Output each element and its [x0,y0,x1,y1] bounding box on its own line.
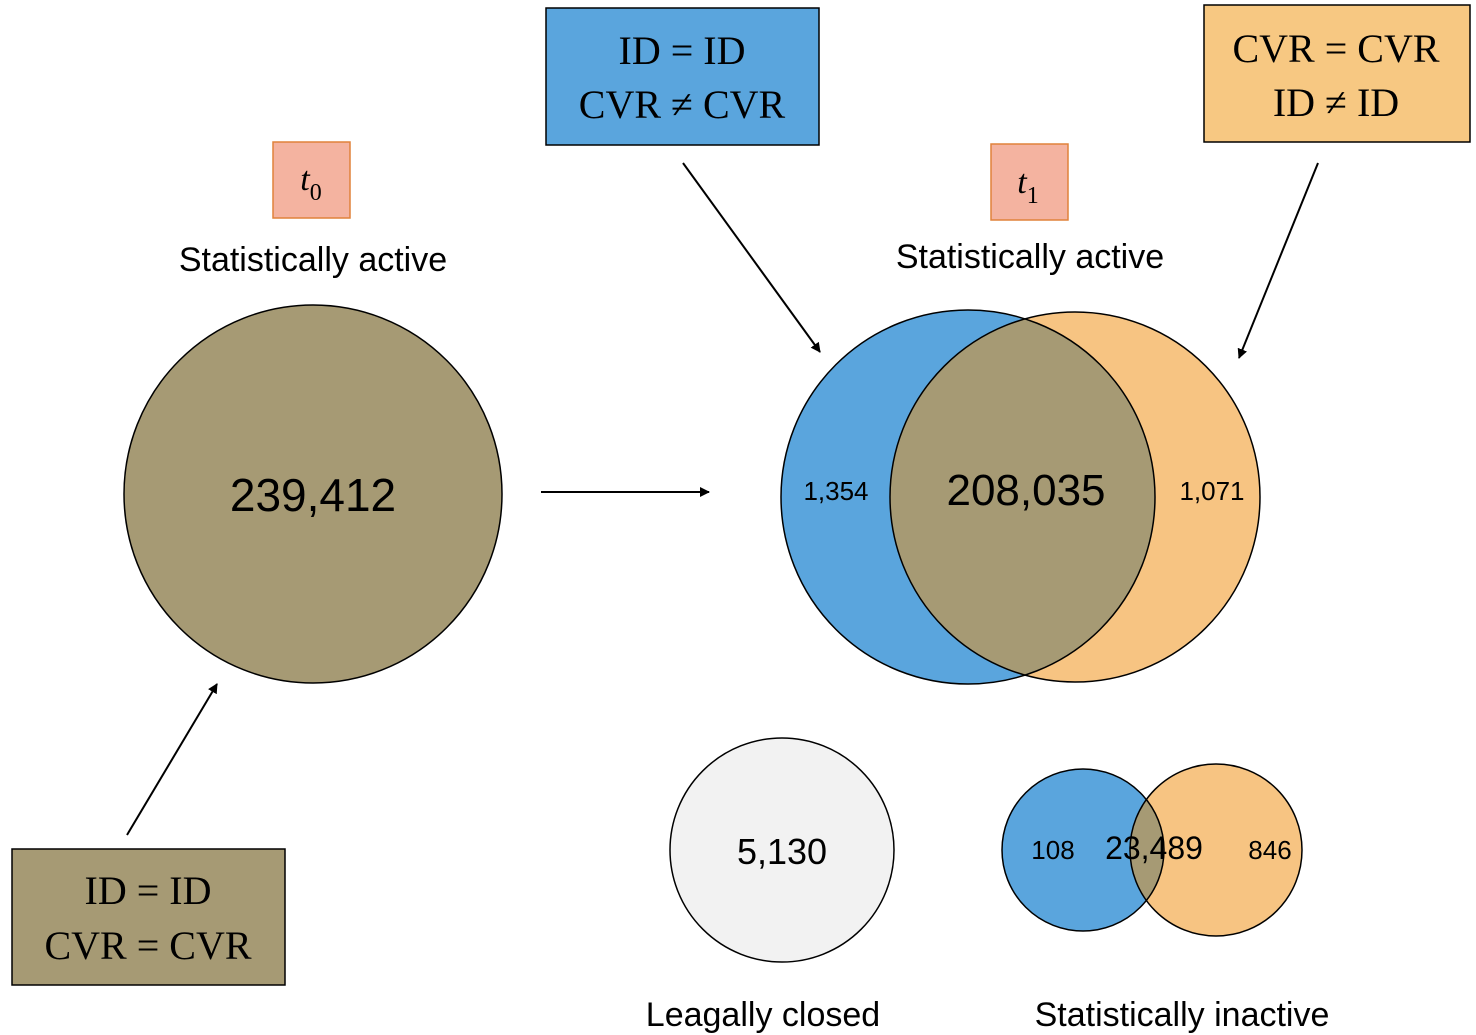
both-match-line2: CVR = CVR [44,923,251,968]
t1-overlap-region [890,312,1155,682]
id-match-line1: ID = ID [619,28,746,73]
both-match-condition-box: ID = ID CVR = CVR [11,848,286,986]
id-match-pointer-arrow [682,162,821,353]
inactive-overlap-count: 23,489 [1105,830,1203,866]
cvr-match-condition-box: CVR = CVR ID ≠ ID [1203,4,1471,143]
id-match-line2: CVR ≠ CVR [579,82,786,127]
t1-time-box [990,143,1069,221]
t0-time-box [272,141,351,219]
legally-closed-group: 5,130 Leagally closed [646,737,895,1034]
legally-closed-count: 5,130 [737,831,827,872]
t1-group: t1 Statistically active 1,354 208,035 1,… [780,143,1261,685]
both-match-pointer-arrow [126,683,218,836]
legally-closed-label: Leagally closed [646,996,880,1034]
cvr-match-line2: ID ≠ ID [1273,80,1399,125]
t1-time-label: t1 [1017,164,1038,209]
both-match-line1: ID = ID [85,868,212,913]
t1-status-label: Statistically active [896,238,1164,276]
t0-active-circle [123,304,503,684]
cvr-match-line1: CVR = CVR [1232,26,1439,71]
legally-closed-circle [669,737,895,963]
t1-overlap-count: 208,035 [946,466,1105,515]
inactive-label: Statistically inactive [1035,996,1330,1034]
inactive-cvr-match-circle [1130,764,1302,936]
t0-time-label: t0 [300,161,321,206]
t0-active-count: 239,412 [230,469,396,521]
inactive-cvr-only-count: 846 [1248,835,1291,865]
inactive-id-match-circle [1002,769,1164,931]
inactive-id-only-count: 108 [1031,835,1074,865]
t1-id-only-count: 1,354 [803,476,868,506]
inactive-group: 108 23,489 846 Statistically inactive [1001,763,1330,1034]
t1-cvr-only-count: 1,071 [1179,476,1244,506]
t0-status-label: Statistically active [179,241,447,279]
id-match-condition-box: ID = ID CVR ≠ CVR [545,7,820,146]
cvr-match-pointer-arrow [1237,162,1319,359]
t0-group: t0 Statistically active 239,412 [123,141,503,684]
